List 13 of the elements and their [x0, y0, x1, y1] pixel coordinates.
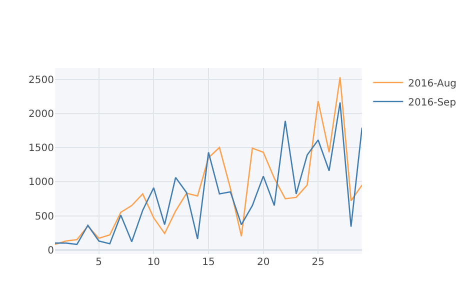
y-tick-label: 1000 — [28, 177, 54, 188]
x-tick-label: 25 — [312, 257, 325, 268]
y-tick-label: 500 — [34, 211, 54, 222]
y-tick-label: 1500 — [28, 143, 54, 154]
x-tick-label: 5 — [96, 257, 102, 268]
legend-label: 2016-Sep — [408, 97, 456, 108]
y-tick-label: 2500 — [28, 74, 54, 86]
y-tick-label: 0 — [48, 245, 54, 256]
y-tick-label: 2000 — [28, 108, 54, 120]
x-tick-label: 20 — [256, 257, 270, 268]
x-tick-label: 10 — [147, 257, 160, 268]
legend-label: 2016-Aug — [408, 78, 457, 90]
x-tick-label: 15 — [202, 257, 215, 268]
